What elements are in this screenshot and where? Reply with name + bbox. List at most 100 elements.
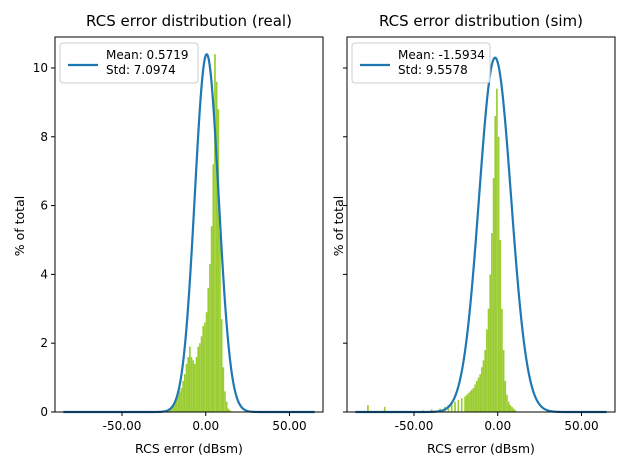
histogram-bar (225, 401, 228, 412)
histogram-bar (430, 409, 433, 412)
histogram-bar (504, 381, 507, 412)
histogram-bar (514, 410, 517, 412)
histogram-bar (472, 387, 475, 412)
histogram-bar (182, 381, 184, 412)
x-tick-label: 50.00 (564, 419, 598, 433)
histogram-bar (486, 329, 488, 412)
y-tick-label: 6 (40, 199, 48, 213)
histogram-bar (215, 81, 218, 413)
y-axis-label: % of total (331, 196, 346, 256)
legend-entry: Std: 9.5578 (398, 63, 468, 77)
histogram-bar (497, 136, 500, 413)
histogram-bar (474, 384, 476, 412)
chart-panel-real: RCS error distribution (real) -50.00 0.00… (12, 12, 324, 456)
histogram-bar (492, 178, 495, 412)
histogram-bar (180, 387, 183, 412)
y-axis-label: % of total (12, 196, 27, 256)
histogram-bar (475, 381, 478, 412)
chart-panel-sim: RCS error distribution (sim) -50.00 0.00 5… (331, 12, 616, 456)
histogram-bar (491, 233, 493, 412)
y-tick-label: 0 (40, 405, 48, 419)
histogram-bar (173, 401, 176, 412)
histogram-bar (189, 346, 191, 412)
histogram-bar (477, 377, 480, 412)
legend-box (351, 42, 491, 84)
histogram-bar (460, 398, 463, 412)
histogram-bar (457, 399, 460, 412)
histogram-bar (467, 393, 470, 412)
histogram-bar (383, 406, 386, 412)
histogram-bar (205, 312, 208, 412)
histogram-bar (170, 406, 173, 412)
y-tick-label: 4 (40, 267, 48, 281)
x-axis-label: RCS error (dBsm) (135, 441, 243, 456)
histogram-bar (450, 403, 453, 412)
x-axis-label: RCS error (dBsm) (427, 441, 535, 456)
histogram-bar (207, 288, 210, 412)
histogram-bar (177, 394, 179, 412)
histogram-bar (192, 360, 195, 412)
histogram-bar (204, 322, 206, 412)
histogram-bar (209, 264, 211, 412)
histogram-bar (507, 401, 510, 412)
histogram-bar (227, 408, 230, 412)
y-tick-label: 8 (40, 130, 48, 144)
histogram-bar (512, 408, 515, 412)
histogram-bar (172, 405, 174, 412)
histogram-bar (199, 343, 201, 412)
x-tick-label: 50.00 (272, 419, 306, 433)
histogram-bar (220, 319, 223, 412)
legend-box (59, 42, 199, 84)
histogram-bar (479, 374, 481, 412)
chart-title: RCS error distribution (sim) (379, 12, 583, 30)
histogram-bar (212, 164, 215, 412)
histogram-bar (367, 405, 369, 412)
histogram-bar (197, 346, 200, 412)
legend-entry: Std: 7.0974 (106, 63, 176, 77)
legend-entry: Mean: 0.5719 (106, 48, 189, 62)
histogram-bar (502, 350, 505, 412)
histogram-bar (509, 405, 512, 412)
histogram-bar (195, 356, 198, 412)
histogram-bar (187, 356, 189, 412)
histogram-bar (482, 360, 485, 412)
y-tick-label: 10 (33, 61, 48, 75)
histogram-bar (183, 374, 186, 412)
histogram-bar (200, 336, 203, 412)
histogram-bar (229, 410, 231, 412)
histogram-bar (506, 394, 508, 412)
histogram-bar (469, 391, 471, 412)
histogram-bar (210, 226, 213, 412)
histogram-bar (185, 363, 188, 412)
histogram-bar (465, 394, 468, 412)
histogram-bar (178, 391, 181, 412)
y-tick-label: 2 (40, 336, 48, 350)
histogram-bar (487, 308, 490, 412)
x-tick-label: 0.00 (192, 419, 219, 433)
histogram-bar (496, 88, 498, 413)
histogram-bar (481, 367, 483, 412)
histogram-bar (501, 308, 503, 412)
histogram-bar (219, 233, 221, 412)
histogram-bar (464, 396, 466, 412)
axes-frame (54, 36, 324, 413)
histogram-bar (214, 54, 216, 412)
histogram-bar (217, 109, 220, 412)
histogram-bar (499, 239, 502, 412)
x-tick-label: -50.00 (103, 419, 142, 433)
histogram-bar (222, 367, 225, 412)
x-tick-label: -50.00 (395, 419, 434, 433)
histogram-bar (224, 391, 226, 412)
histogram-bar (447, 405, 450, 412)
histogram-bar (494, 116, 497, 412)
histogram-bar (202, 325, 205, 412)
histogram-bar (194, 363, 196, 412)
histogram-bar (511, 406, 513, 412)
histogram-bar (484, 350, 487, 412)
axes-frame (346, 36, 616, 413)
